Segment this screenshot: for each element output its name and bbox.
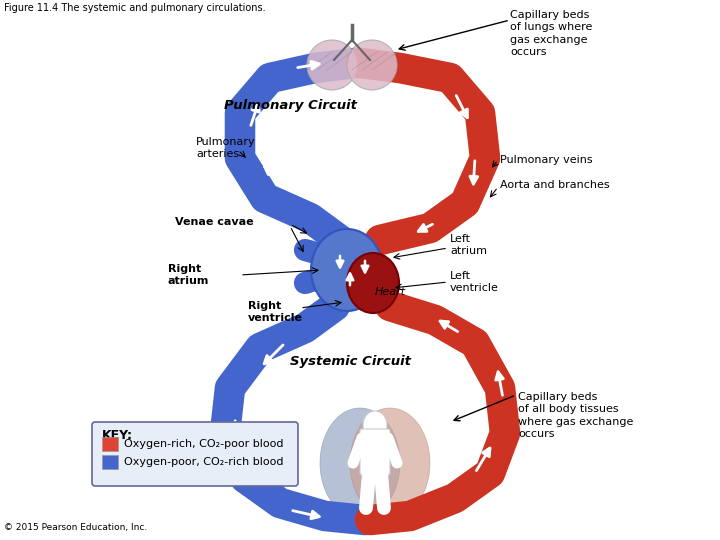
Text: Figure 11.4 The systemic and pulmonary circulations.: Figure 11.4 The systemic and pulmonary c… (4, 3, 266, 13)
Text: Capillary beds
of lungs where
gas exchange
occurs: Capillary beds of lungs where gas exchan… (510, 10, 593, 57)
Ellipse shape (320, 408, 400, 518)
Text: Right
ventricle: Right ventricle (248, 301, 303, 323)
FancyBboxPatch shape (92, 422, 298, 486)
Text: Pulmonary Circuit: Pulmonary Circuit (223, 98, 356, 111)
FancyBboxPatch shape (102, 437, 118, 451)
Text: © 2015 Pearson Education, Inc.: © 2015 Pearson Education, Inc. (4, 523, 148, 532)
Text: Pulmonary veins: Pulmonary veins (500, 155, 593, 165)
Ellipse shape (347, 253, 399, 313)
Text: Right
atrium: Right atrium (168, 264, 210, 286)
Text: Oxygen-rich, CO₂-poor blood: Oxygen-rich, CO₂-poor blood (124, 439, 284, 449)
Ellipse shape (311, 229, 383, 311)
Ellipse shape (350, 408, 430, 518)
Text: Pulmonary
arteries: Pulmonary arteries (196, 137, 256, 159)
FancyBboxPatch shape (102, 455, 118, 469)
Text: Capillary beds
of all body tissues
where gas exchange
occurs: Capillary beds of all body tissues where… (518, 392, 634, 439)
Text: Heart: Heart (375, 287, 406, 297)
Text: Venae cavae: Venae cavae (175, 217, 253, 227)
FancyBboxPatch shape (360, 429, 390, 475)
Text: Left
atrium: Left atrium (450, 234, 487, 256)
Text: Systemic Circuit: Systemic Circuit (289, 355, 410, 368)
Ellipse shape (307, 40, 357, 90)
Text: Aorta and branches: Aorta and branches (500, 180, 610, 190)
Text: KEY:: KEY: (102, 429, 133, 442)
Ellipse shape (347, 40, 397, 90)
Text: Left
ventricle: Left ventricle (450, 271, 499, 293)
Ellipse shape (363, 411, 387, 439)
Text: Oxygen-poor, CO₂-rich blood: Oxygen-poor, CO₂-rich blood (124, 457, 284, 467)
